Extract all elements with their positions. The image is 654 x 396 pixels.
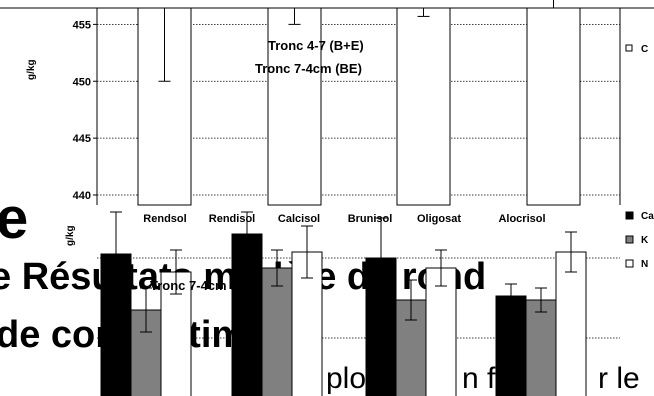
chart-bottom-bar-ca (495, 295, 527, 396)
legend-label-c: C (641, 44, 648, 55)
chart-top-subtitle: Tronc 7-4cm (BE) (255, 61, 362, 76)
chart-top-legend: C (625, 44, 648, 55)
chart-top-bar (396, 7, 451, 206)
category-label: Rendsol (143, 213, 186, 225)
chart-top-ytick-label: 445 (73, 133, 91, 145)
category-label: Calcisol (278, 213, 320, 225)
slide-body-word-3: r le (598, 362, 640, 395)
chart-bottom-title: Tronc 7-4cm (BE) (150, 278, 257, 293)
category-label: Alocrisol (498, 213, 545, 225)
category-label: Brunisol (348, 213, 393, 225)
chart-top-title: Tronc 4-7 (B+E) (268, 38, 364, 53)
legend-swatch-c (625, 44, 633, 52)
legend-swatch-n (625, 259, 634, 268)
legend-swatch-k (625, 235, 634, 244)
chart-bottom-legend: Ca K N (625, 211, 654, 270)
chart-bottom-bar-k (130, 309, 162, 396)
chart-top-ylabel: g/kg (26, 59, 37, 80)
chart-top-ytick-label: 455 (73, 19, 91, 31)
chart-bottom-bar-n (160, 271, 192, 396)
chart-bottom-bar-n (425, 267, 457, 396)
category-label: Rendisol (209, 213, 255, 225)
chart-top-bar (267, 7, 322, 206)
slide-body-word-2: n fi (462, 362, 503, 395)
legend-label-n: N (641, 259, 648, 270)
chart-bottom-ylabel: g/kg (65, 225, 76, 246)
chart-bottom-bar-k (525, 299, 557, 396)
chart-bottom-bar-n (555, 251, 587, 396)
chart-top-ytick-label: 450 (73, 76, 91, 88)
slide-body-word-1: plo (326, 362, 367, 395)
legend-swatch-ca (625, 211, 634, 220)
category-label: Oligosat (417, 213, 461, 225)
chart-top-bar (526, 7, 581, 206)
legend-label-k: K (641, 235, 649, 246)
chart-bottom-bar-k (261, 267, 293, 396)
chart-top-ytick-label: 440 (73, 190, 91, 202)
chart-bottom-bar-ca (231, 233, 263, 396)
legend-label-ca: Ca (641, 211, 654, 222)
